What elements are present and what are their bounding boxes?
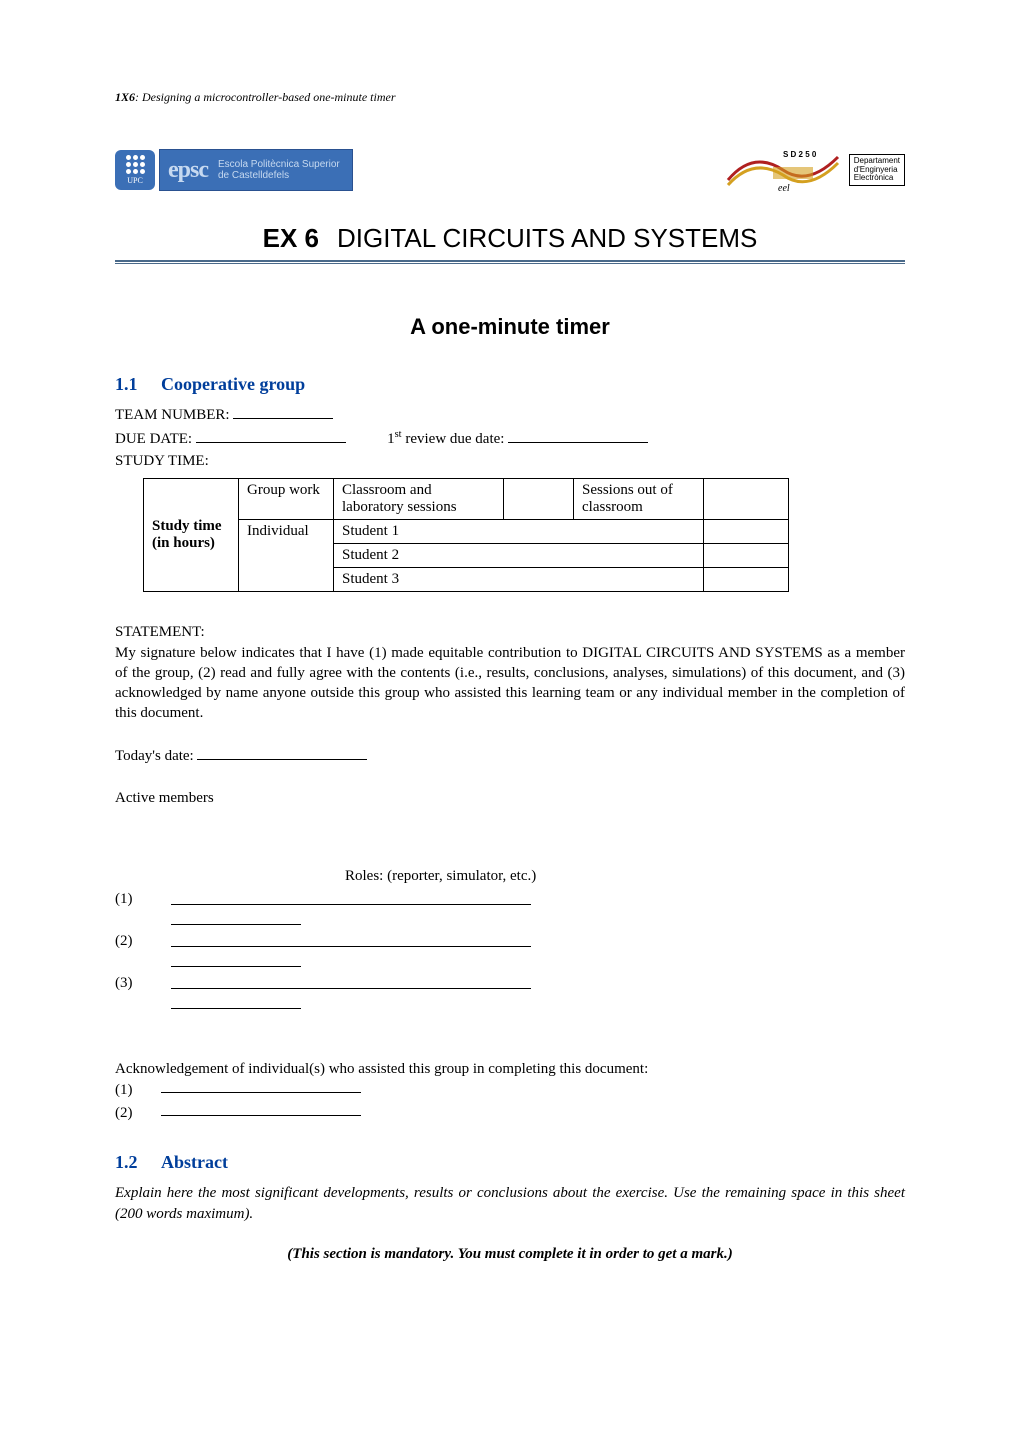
study-time-label: STUDY TIME: [115,451,905,473]
ack-text: Acknowledgement of individual(s) who ass… [115,1059,905,1079]
due-date-blank[interactable] [196,429,346,443]
cell-classroom: Classroom and laboratory sessions [334,479,504,520]
epsc-line1: Escola Politècnica Superior [218,159,340,171]
member2-name-blank[interactable] [171,933,531,947]
roles-block: Roles: (reporter, simulator, etc.) (1) (… [115,868,905,1009]
header-text: : Designing a microcontroller-based one-… [135,90,396,104]
abstract-instructions: Explain here the most significant develo… [115,1183,905,1224]
cell-student3-val[interactable] [704,568,789,592]
cell-sessions-val[interactable] [704,479,789,520]
member-row-2: (2) [115,933,905,967]
member2-role-blank[interactable] [171,953,301,967]
cell-sessions: Sessions out of classroom [574,479,704,520]
title-rule [115,260,905,264]
exercise-number: EX 6 [263,223,319,254]
mandatory-note: (This section is mandatory. You must com… [115,1246,905,1263]
team-number-blank[interactable] [233,406,333,420]
svg-text:eel: eel [778,183,790,194]
study-time-table: Study time (in hours) Group work Classro… [143,478,789,592]
epsc-big-text: epsc [168,157,208,184]
section-1-2-heading: 1.2Abstract [115,1152,905,1173]
statement-block: STATEMENT: My signature below indicates … [115,622,905,723]
member1-role-blank[interactable] [171,911,301,925]
logo-row: UPC epsc Escola Politècnica Superior de … [115,145,905,195]
logo-left: UPC epsc Escola Politècnica Superior de … [115,149,353,191]
member3-role-blank[interactable] [171,995,301,1009]
acknowledgement-block: Acknowledgement of individual(s) who ass… [115,1059,905,1124]
todays-date-field: Today's date: [115,746,905,766]
department-label: Departament d'Enginyeria Electrònica [849,154,905,186]
cell-student2-val[interactable] [704,544,789,568]
member1-name-blank[interactable] [171,891,531,905]
statement-label: STATEMENT: [115,622,905,642]
team-number-field: TEAM NUMBER: [115,405,905,427]
logo-right: S D 2 5 0 eel Departament d'Enginyeria E… [723,145,905,195]
member3-name-blank[interactable] [171,975,531,989]
cell-student2: Student 2 [334,544,704,568]
svg-text:S D 2 5 0: S D 2 5 0 [783,150,817,159]
running-header: 1X6: Designing a microcontroller-based o… [115,90,905,105]
upc-logo-icon: UPC [115,150,155,190]
review-date-blank[interactable] [508,429,648,443]
cell-classroom-val[interactable] [504,479,574,520]
doc-subtitle: A one-minute timer [115,314,905,340]
due-date-field: DUE DATE: 1st review due date: [115,427,905,451]
cell-individual: Individual [239,520,334,592]
todays-date-blank[interactable] [197,746,367,760]
statement-body: My signature below indicates that I have… [115,643,905,724]
main-title-row: EX 6 DIGITAL CIRCUITS AND SYSTEMS [115,223,905,254]
epsc-logo: epsc Escola Politècnica Superior de Cast… [159,149,353,191]
member-row-3: (3) [115,975,905,1009]
active-members-label: Active members [115,788,905,808]
member-row-1: (1) [115,891,905,925]
section-1-1-heading: 1.1Cooperative group [115,374,905,395]
ack1-blank[interactable] [161,1079,361,1093]
cell-group-work: Group work [239,479,334,520]
cell-student1-val[interactable] [704,520,789,544]
table-rowhead: Study time (in hours) [144,479,239,592]
header-code: X6 [121,90,135,104]
ack2-blank[interactable] [161,1102,361,1116]
swirl-icon: S D 2 5 0 eel [723,145,843,195]
upc-label: UPC [127,176,143,185]
roles-header: Roles: (reporter, simulator, etc.) [345,868,905,885]
cell-student3: Student 3 [334,568,704,592]
course-title: DIGITAL CIRCUITS AND SYSTEMS [337,223,757,254]
cell-student1: Student 1 [334,520,704,544]
epsc-line2: de Castelldefels [218,170,340,182]
